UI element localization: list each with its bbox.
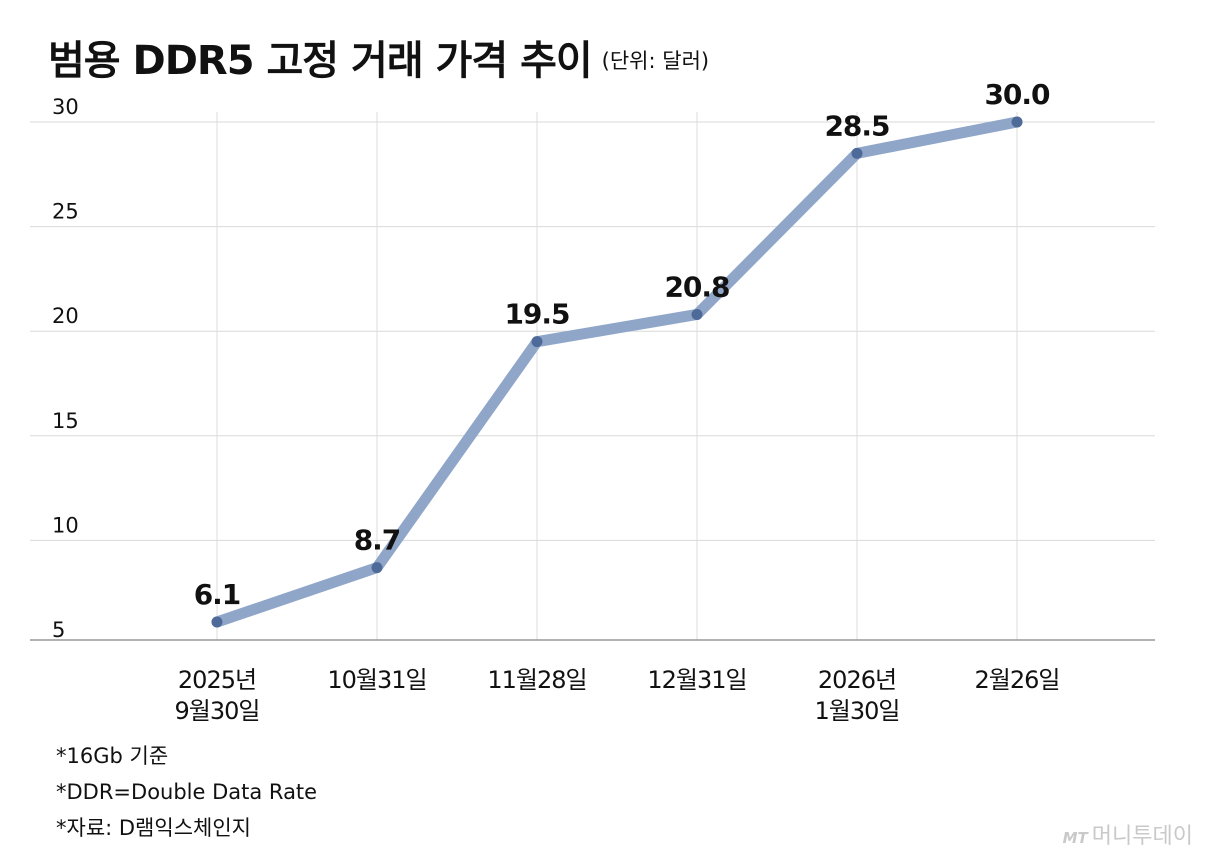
data-point xyxy=(691,308,703,320)
y-tick-label: 15 xyxy=(52,409,79,433)
footnote-ddr: *DDR=Double Data Rate xyxy=(56,780,318,804)
footnotes: *16Gb 기준 *DDR=Double Data Rate *자료: D램익스… xyxy=(56,738,317,846)
data-label: 8.7 xyxy=(354,524,401,557)
y-tick-label: 25 xyxy=(52,200,79,224)
brand-logo: MT 머니투데이 xyxy=(1063,818,1193,850)
data-point xyxy=(371,562,383,574)
brand-name: 머니투데이 xyxy=(1091,824,1193,849)
y-tick-label: 30 xyxy=(52,95,79,119)
x-tick-label: 9월30일 xyxy=(175,697,260,725)
footnote-basis: *16Gb 기준 xyxy=(56,744,169,768)
x-tick-label: 2025년 xyxy=(178,666,256,694)
y-tick-label: 10 xyxy=(52,513,79,537)
data-label: 28.5 xyxy=(824,109,889,142)
chart-title: 범용 DDR5 고정 거래 가격 추이 (단위: 달러) xyxy=(48,28,709,86)
chart-title-text: 범용 DDR5 고정 거래 가격 추이 xyxy=(48,38,593,84)
x-tick-label: 2026년 xyxy=(818,666,896,694)
x-tick-label: 12월31일 xyxy=(647,666,746,694)
x-tick-label: 11월28일 xyxy=(487,666,586,694)
data-point xyxy=(531,336,543,348)
unit-label: (단위: 달러) xyxy=(601,49,710,73)
brand-mark: MT xyxy=(1062,829,1088,847)
y-tick-label: 20 xyxy=(52,304,79,328)
x-tick-label: 2월26일 xyxy=(975,666,1060,694)
data-label: 20.8 xyxy=(664,270,729,303)
x-tick-label: 10월31일 xyxy=(327,666,426,694)
data-point xyxy=(1011,116,1023,128)
data-label: 6.1 xyxy=(194,578,241,611)
series-line xyxy=(211,116,1023,628)
y-tick-label: 5 xyxy=(52,618,65,642)
data-label: 19.5 xyxy=(504,298,569,331)
footnote-source: *자료: D램익스체인지 xyxy=(56,816,251,840)
data-point xyxy=(851,147,863,159)
data-point xyxy=(211,616,223,628)
x-tick-label: 1월30일 xyxy=(815,697,900,725)
data-label: 30.0 xyxy=(984,78,1050,111)
